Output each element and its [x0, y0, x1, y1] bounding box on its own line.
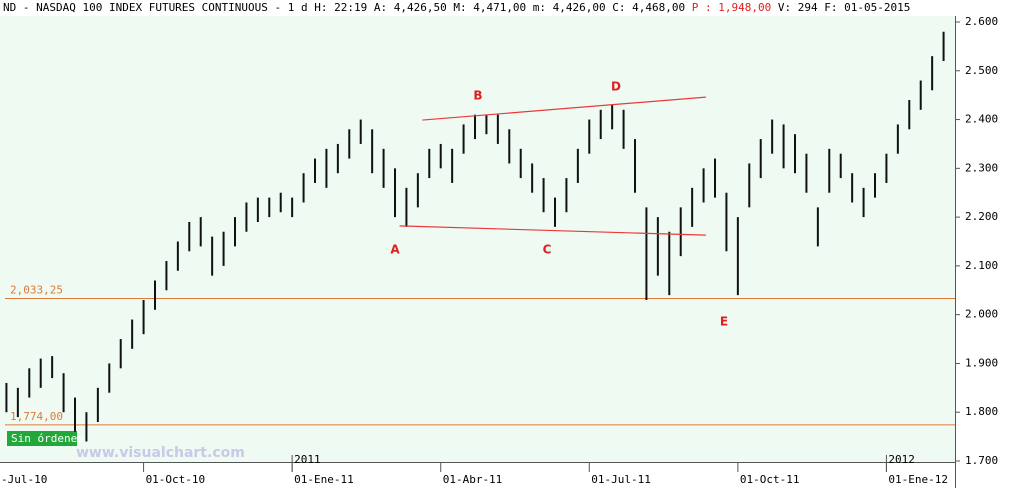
plot-bg	[0, 16, 955, 462]
y-tick-label: 2.600	[965, 15, 998, 28]
watermark: www.visualchart.com	[76, 445, 245, 461]
y-tick-label: 2.200	[965, 210, 998, 223]
year-label: 2011	[294, 453, 321, 466]
header-p: P : 1,948,00	[692, 1, 771, 14]
x-tick-label: 01-Ene-11	[294, 473, 354, 486]
header: ND - NASDAQ 100 INDEX FUTURES CONTINUOUS…	[3, 1, 910, 14]
annotation: D	[611, 80, 621, 94]
x-tick-label: 01-Jul-11	[591, 473, 651, 486]
x-tick-label: 01-Ene-12	[888, 473, 948, 486]
annotation: E	[720, 315, 728, 329]
y-tick-label: 1.900	[965, 356, 998, 369]
annotation: A	[390, 243, 400, 257]
badge: Sin órdenes	[11, 432, 84, 445]
trendline	[399, 225, 706, 236]
annotation: B	[473, 89, 482, 103]
annotation: C	[543, 243, 552, 257]
level-label: 2,033,25	[10, 283, 63, 296]
y-tick-label: 1.700	[965, 454, 998, 467]
x-tick-label: 01-Oct-11	[740, 473, 800, 486]
header-suffix: V: 294 F: 01-05-2015	[778, 1, 910, 14]
y-tick-label: 1.800	[965, 405, 998, 418]
y-tick-label: 2.100	[965, 259, 998, 272]
year-label: 2012	[888, 453, 915, 466]
y-tick-label: 2.400	[965, 113, 998, 126]
trendline	[422, 96, 706, 121]
y-tick-label: 2.300	[965, 161, 998, 174]
level-label: 1,774,00	[10, 410, 63, 423]
x-tick-label: -Jul-10	[1, 473, 47, 486]
y-tick-label: 2.500	[965, 64, 998, 77]
badge-bg	[7, 431, 77, 446]
x-tick-label: 01-Oct-10	[146, 473, 206, 486]
y-tick-label: 2.000	[965, 308, 998, 321]
header-prefix: ND - NASDAQ 100 INDEX FUTURES CONTINUOUS…	[3, 1, 685, 14]
x-tick-label: 01-Abr-11	[443, 473, 503, 486]
